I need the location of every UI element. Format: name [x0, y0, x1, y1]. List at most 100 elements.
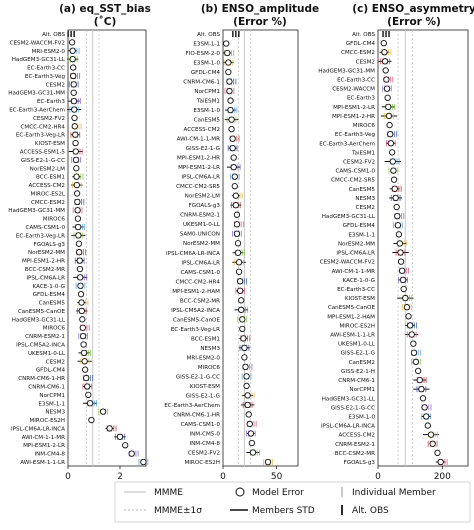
model-error-point — [234, 240, 242, 247]
model-label: MIROC-ES2H — [339, 323, 375, 329]
model-error-point — [388, 149, 396, 156]
panel-c-title-line1: (c) ENSO_asymmetry — [352, 3, 474, 15]
model-label: FGOALS-g3 — [344, 460, 376, 466]
model-label: CanESM5 — [39, 301, 66, 307]
model-error-point — [223, 40, 230, 47]
model-error-point — [241, 344, 248, 352]
model-error-point — [225, 59, 232, 66]
model-label: EC-Earth3-CC — [337, 287, 375, 293]
model-label: MIROC-ES2L — [31, 191, 66, 197]
model-error-point — [85, 391, 92, 399]
x-tick-label: 0 — [65, 472, 71, 482]
model-error-point — [233, 221, 241, 228]
model-label: UKESM1-0-LL — [183, 222, 221, 228]
model-error-point — [140, 458, 147, 466]
model-label: CNRM-CM6-1-HR — [18, 376, 65, 382]
model-label: MIROC-ES2H — [29, 418, 65, 424]
model-label: GISS-E2-1-G-CC — [331, 405, 375, 411]
model-error-point — [70, 97, 78, 105]
panel-c-frame — [377, 29, 469, 467]
model-error-point — [70, 72, 77, 80]
model-label: INM-CM5-0 — [189, 431, 220, 437]
model-label: IPSL-CM6A-LR — [336, 251, 375, 257]
model-label: NorESM2-MM — [183, 241, 220, 247]
model-label: NorCPM1 — [349, 387, 375, 393]
model-error-point — [405, 313, 412, 320]
model-label: BCC-CSM2-MR — [25, 267, 65, 273]
model-error-point — [69, 47, 76, 54]
model-error-point — [228, 125, 235, 133]
model-label: EC-Earth3 — [37, 99, 65, 105]
legend-sigma-label: MMME±1σ — [154, 506, 202, 516]
legend-alt-obs-label: Alt. OBS — [352, 506, 389, 516]
model-error-point — [79, 316, 86, 323]
panel-b-title-line1: (b) ENSO_amplitude — [201, 3, 319, 15]
model-error-point — [434, 449, 441, 457]
model-error-point — [74, 215, 82, 222]
model-label: EC-Earth3-Veg — [25, 74, 66, 80]
x-tick-label: 2 — [117, 472, 123, 482]
model-label: CESM2 — [46, 359, 65, 365]
model-error-point — [235, 259, 243, 266]
model-label: KACE-1-0-G — [343, 278, 375, 284]
model-error-point — [78, 307, 85, 315]
model-label: GISS-E2-1-H — [341, 369, 375, 375]
model-label: CESM2-WACCM-FV2 — [320, 260, 375, 266]
model-error-point — [383, 85, 391, 92]
model-label: ACCESS-CM2 — [339, 433, 376, 439]
model-error-point — [99, 408, 107, 415]
model-label: IPSL-CM6A-LR-INCA — [321, 424, 375, 430]
model-label: CESM2 — [356, 205, 375, 211]
model-label: KIOST-ESM — [345, 296, 375, 302]
legend-members-std-label: Members STD — [252, 506, 315, 516]
legend-individual-member-label: Individual Member — [352, 488, 436, 498]
model-label: CAMS-CSM1-0 — [25, 225, 65, 231]
model-error-point — [386, 121, 393, 129]
model-error-point — [398, 267, 406, 274]
model-error-point — [419, 395, 427, 402]
model-label: MIROC6 — [353, 123, 376, 129]
model-error-point — [72, 131, 79, 138]
model-error-point — [264, 458, 272, 466]
model-error-point — [394, 222, 402, 229]
model-label: MPI-ESM1-2-HAM — [172, 289, 220, 295]
model-error-point — [403, 304, 411, 311]
model-error-point — [235, 268, 243, 275]
model-error-point — [429, 440, 436, 447]
model-label: HadGEM3-GC31-MM — [8, 91, 65, 97]
model-error-point — [231, 183, 238, 190]
model-label: HadGEM3-GC31-LL — [322, 214, 376, 220]
model-error-point — [75, 240, 83, 247]
model-label: NESM3 — [45, 410, 65, 416]
model-label: EC-Earth3-AerChem — [319, 141, 375, 147]
x-tick-label: 0 — [375, 472, 381, 482]
model-error-point — [390, 176, 398, 183]
model-label: UKESM1-0-LL — [338, 342, 376, 348]
model-error-point — [243, 373, 250, 380]
model-label: MIROC6 — [198, 365, 221, 371]
model-error-point — [238, 306, 245, 313]
model-error-point — [226, 87, 233, 95]
model-label: CanESM5-CanOE — [18, 309, 66, 315]
model-label: NorCPM1 — [194, 89, 220, 95]
model-error-point — [116, 433, 124, 440]
model-label: CMCC-ESM2 — [341, 50, 375, 56]
model-label: MPI-ESM1-2-HR — [177, 156, 220, 162]
model-label: KIOST-ESM — [190, 384, 220, 390]
model-label: EC-Earth3-Veg-LR — [16, 133, 65, 139]
model-label: EC-Earth3-Veg-LR — [171, 327, 220, 333]
model-error-point — [69, 39, 76, 46]
model-label: EC-Earth3-Veg — [335, 132, 376, 138]
panel-c-title-line2: (Error %) — [387, 16, 441, 28]
model-label: CanESM5-CanOE — [328, 305, 376, 311]
model-label: CNRM-ESM2-1 — [335, 442, 375, 448]
model-error-point — [380, 39, 387, 47]
model-error-point — [410, 340, 417, 347]
model-label: CMCC-ESM2 — [31, 200, 65, 206]
panel-a-title-line1: (a) eq_SST_bias — [59, 3, 151, 15]
model-label: IPSL-CM6A-LR — [181, 175, 220, 181]
model-error-point — [249, 449, 257, 456]
model-label: TaiESM1 — [196, 99, 220, 105]
model-error-point — [75, 232, 82, 239]
